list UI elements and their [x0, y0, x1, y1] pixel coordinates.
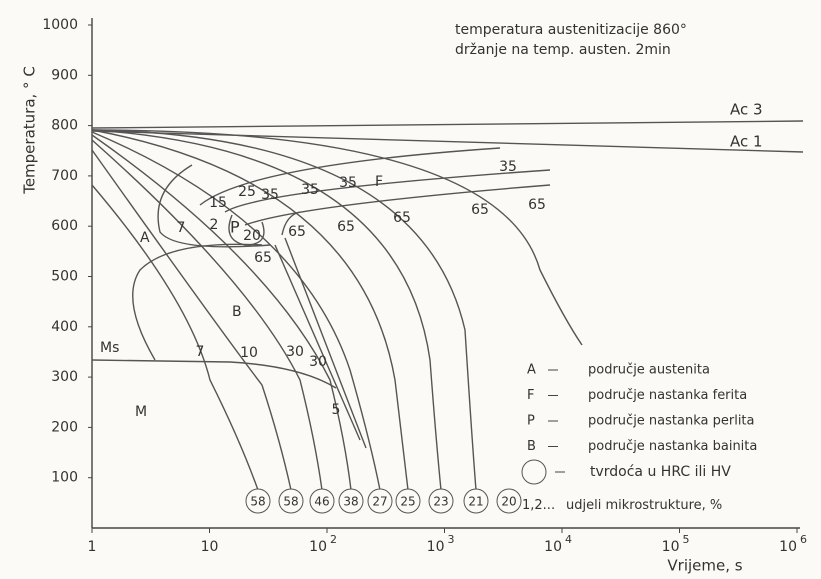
x-tick-exponent: 2 [330, 533, 337, 546]
y-tick-label: 600 [51, 218, 78, 234]
hardness-value: 58 [283, 495, 298, 509]
hardness-circle [367, 488, 393, 514]
region-label: P [230, 218, 240, 237]
hardness-circle [463, 488, 489, 514]
ms-label: Ms [100, 340, 119, 356]
y-tick-label: 500 [51, 269, 78, 285]
fraction-label: 7 [196, 344, 205, 360]
legend-text: područje austenita [588, 363, 710, 378]
legend-key: B [527, 439, 536, 454]
title-line: držanje na temp. austen. 2min [455, 42, 671, 58]
y-axis-label: Temperatura, ° C [21, 66, 39, 195]
y-tick-label: 700 [51, 168, 78, 184]
region-label: F [375, 174, 383, 190]
legend-key: F [527, 388, 534, 403]
fraction-label: 7 [177, 220, 186, 236]
x-tick-label: 10 [309, 539, 327, 555]
region-label: M [135, 404, 147, 420]
legend-circle [521, 459, 547, 485]
fraction-label: 65 [528, 197, 546, 213]
hardness-circle [338, 488, 364, 514]
ac1-label: Ac 1 [730, 133, 763, 151]
hardness-circle [496, 488, 522, 514]
legend-key: A [527, 363, 536, 378]
legend-text: područje nastanka perlita [588, 414, 755, 429]
fraction-label: 30 [309, 354, 327, 370]
hardness-value: 58 [250, 495, 265, 509]
fraction-label: 35 [261, 187, 279, 203]
y-tick-label: 400 [51, 319, 78, 335]
fraction-label: 65 [254, 250, 272, 266]
legend-text: tvrdoća u HRC ili HV [590, 464, 731, 480]
x-tick-label: 1 [88, 539, 97, 555]
fraction-label: 2 [210, 217, 219, 233]
x-tick-label: 10 [544, 539, 562, 555]
fraction-label: 65 [288, 224, 306, 240]
hardness-value: 20 [501, 495, 516, 509]
legend-text: udjeli mikrostrukture, % [566, 498, 722, 513]
x-tick-exponent: 3 [448, 533, 455, 546]
ac3-label: Ac 3 [730, 101, 763, 119]
x-tick-exponent: 5 [683, 533, 690, 546]
fraction-label: 65 [393, 210, 411, 226]
hardness-circle [245, 488, 271, 514]
legend-key: 1,2... [522, 498, 555, 513]
y-tick-label: 800 [51, 118, 78, 134]
hardness-circle [309, 488, 335, 514]
hardness-circle [395, 488, 421, 514]
hardness-value: 38 [343, 495, 358, 509]
fraction-label: 10 [240, 345, 258, 361]
hardness-value: 23 [433, 495, 448, 509]
y-tick-label: 300 [51, 369, 78, 385]
legend-key: P [527, 414, 535, 429]
title-line: temperatura austenitizacije 860° [455, 22, 687, 38]
legend-text: područje nastanka ferita [588, 388, 747, 403]
fraction-label: 35 [339, 175, 357, 191]
region-label: A [140, 230, 150, 246]
x-tick-label: 10 [779, 539, 797, 555]
fraction-label: 5 [332, 402, 341, 418]
fraction-label: 15 [209, 195, 227, 211]
hardness-value: 25 [400, 495, 415, 509]
x-tick-label: 10 [662, 539, 680, 555]
region-label: B [232, 304, 242, 320]
fraction-label: 25 [238, 184, 256, 200]
cooling-curves [91, 129, 583, 491]
transformation-lines [91, 120, 804, 449]
y-tick-label: 200 [51, 419, 78, 435]
legend-text: područje nastanka bainita [588, 439, 757, 454]
x-tick-label: 10 [427, 539, 445, 555]
y-tick-label: 1000 [42, 17, 78, 33]
x-tick-exponent: 6 [800, 533, 807, 546]
y-tick-label: 100 [51, 470, 78, 486]
fraction-label: 65 [337, 219, 355, 235]
hardness-value: 27 [372, 495, 387, 509]
y-tick-label: 900 [51, 67, 78, 83]
x-tick-label: 10 [201, 539, 219, 555]
fraction-label: 65 [471, 202, 489, 218]
hardness-value: 21 [468, 495, 483, 509]
x-tick-exponent: 4 [565, 533, 572, 546]
hardness-circle [278, 488, 304, 514]
fraction-label: 20 [243, 228, 261, 244]
fraction-label: 35 [499, 159, 517, 175]
fraction-label: 30 [286, 344, 304, 360]
fraction-label: 35 [301, 182, 319, 198]
x-axis-label: Vrijeme, s [667, 557, 742, 575]
hardness-circle [428, 488, 454, 514]
hardness-value: 46 [314, 495, 329, 509]
